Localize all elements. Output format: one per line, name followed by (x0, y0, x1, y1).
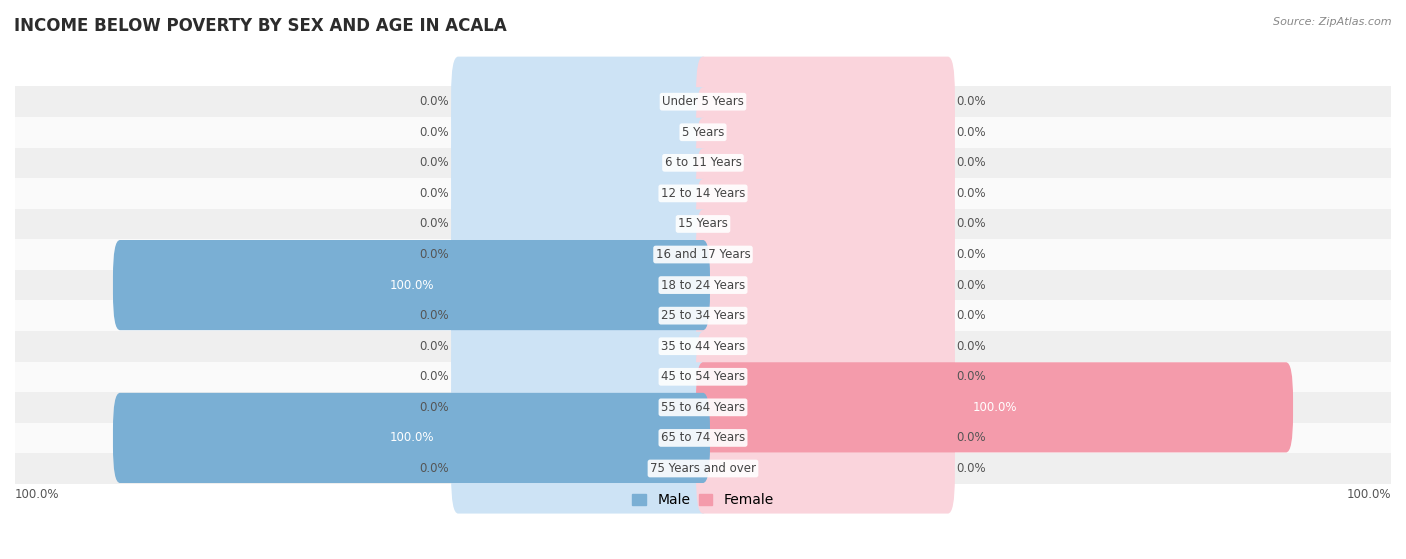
Text: 25 to 34 Years: 25 to 34 Years (661, 309, 745, 322)
Text: 45 to 54 Years: 45 to 54 Years (661, 370, 745, 383)
FancyBboxPatch shape (451, 362, 710, 452)
FancyBboxPatch shape (696, 210, 955, 300)
Text: 100.0%: 100.0% (389, 278, 433, 292)
Text: 0.0%: 0.0% (420, 309, 450, 322)
Text: 0.0%: 0.0% (420, 217, 450, 230)
Text: INCOME BELOW POVERTY BY SEX AND AGE IN ACALA: INCOME BELOW POVERTY BY SEX AND AGE IN A… (14, 17, 506, 35)
FancyBboxPatch shape (451, 331, 710, 422)
FancyBboxPatch shape (451, 423, 710, 514)
FancyBboxPatch shape (451, 87, 710, 177)
Bar (15, 178, 1391, 209)
Text: 0.0%: 0.0% (956, 217, 986, 230)
Bar (15, 300, 1391, 331)
Text: 0.0%: 0.0% (956, 462, 986, 475)
Text: 0.0%: 0.0% (420, 248, 450, 261)
Bar (15, 362, 1391, 392)
Text: 0.0%: 0.0% (420, 126, 450, 139)
Text: 55 to 64 Years: 55 to 64 Years (661, 401, 745, 414)
FancyBboxPatch shape (696, 271, 955, 361)
FancyBboxPatch shape (696, 423, 955, 514)
FancyBboxPatch shape (696, 87, 955, 177)
Text: 12 to 14 Years: 12 to 14 Years (661, 187, 745, 200)
FancyBboxPatch shape (451, 210, 710, 300)
FancyBboxPatch shape (451, 271, 710, 361)
Text: 5 Years: 5 Years (682, 126, 724, 139)
Bar (15, 392, 1391, 423)
FancyBboxPatch shape (696, 393, 955, 483)
Text: 6 to 11 Years: 6 to 11 Years (665, 157, 741, 169)
Text: 0.0%: 0.0% (956, 157, 986, 169)
Text: 0.0%: 0.0% (956, 432, 986, 444)
Bar (15, 148, 1391, 178)
FancyBboxPatch shape (451, 393, 710, 483)
FancyBboxPatch shape (451, 179, 710, 269)
Text: 75 Years and over: 75 Years and over (650, 462, 756, 475)
FancyBboxPatch shape (696, 118, 955, 208)
Text: 0.0%: 0.0% (956, 95, 986, 108)
FancyBboxPatch shape (451, 240, 710, 330)
Bar (15, 117, 1391, 148)
Text: 35 to 44 Years: 35 to 44 Years (661, 340, 745, 353)
FancyBboxPatch shape (696, 179, 955, 269)
FancyBboxPatch shape (112, 240, 710, 330)
Bar (15, 423, 1391, 453)
Text: 100.0%: 100.0% (1347, 489, 1391, 501)
FancyBboxPatch shape (112, 393, 710, 483)
FancyBboxPatch shape (696, 301, 955, 391)
Text: 0.0%: 0.0% (420, 187, 450, 200)
Text: 65 to 74 Years: 65 to 74 Years (661, 432, 745, 444)
Legend: Male, Female: Male, Female (627, 487, 779, 513)
FancyBboxPatch shape (451, 118, 710, 208)
FancyBboxPatch shape (696, 148, 955, 239)
Text: 0.0%: 0.0% (956, 340, 986, 353)
FancyBboxPatch shape (696, 362, 955, 452)
Bar (15, 331, 1391, 362)
FancyBboxPatch shape (451, 56, 710, 147)
Text: 100.0%: 100.0% (15, 489, 59, 501)
Text: 0.0%: 0.0% (956, 126, 986, 139)
FancyBboxPatch shape (451, 148, 710, 239)
FancyBboxPatch shape (696, 362, 1294, 452)
Text: Source: ZipAtlas.com: Source: ZipAtlas.com (1274, 17, 1392, 27)
Text: 15 Years: 15 Years (678, 217, 728, 230)
Text: 100.0%: 100.0% (389, 432, 433, 444)
FancyBboxPatch shape (696, 331, 955, 422)
Text: 0.0%: 0.0% (956, 248, 986, 261)
Text: 0.0%: 0.0% (420, 401, 450, 414)
Bar (15, 270, 1391, 300)
Text: 0.0%: 0.0% (420, 95, 450, 108)
Text: 0.0%: 0.0% (956, 309, 986, 322)
Bar (15, 87, 1391, 117)
FancyBboxPatch shape (451, 301, 710, 391)
Bar (15, 453, 1391, 484)
Text: 0.0%: 0.0% (420, 370, 450, 383)
FancyBboxPatch shape (696, 240, 955, 330)
Text: 100.0%: 100.0% (973, 401, 1017, 414)
Text: 0.0%: 0.0% (956, 278, 986, 292)
FancyBboxPatch shape (696, 56, 955, 147)
Bar (15, 239, 1391, 270)
Text: 0.0%: 0.0% (420, 340, 450, 353)
Text: 0.0%: 0.0% (956, 370, 986, 383)
Text: 0.0%: 0.0% (420, 157, 450, 169)
Text: 16 and 17 Years: 16 and 17 Years (655, 248, 751, 261)
Text: Under 5 Years: Under 5 Years (662, 95, 744, 108)
Text: 18 to 24 Years: 18 to 24 Years (661, 278, 745, 292)
Bar (15, 209, 1391, 239)
Text: 0.0%: 0.0% (956, 187, 986, 200)
Text: 0.0%: 0.0% (420, 462, 450, 475)
